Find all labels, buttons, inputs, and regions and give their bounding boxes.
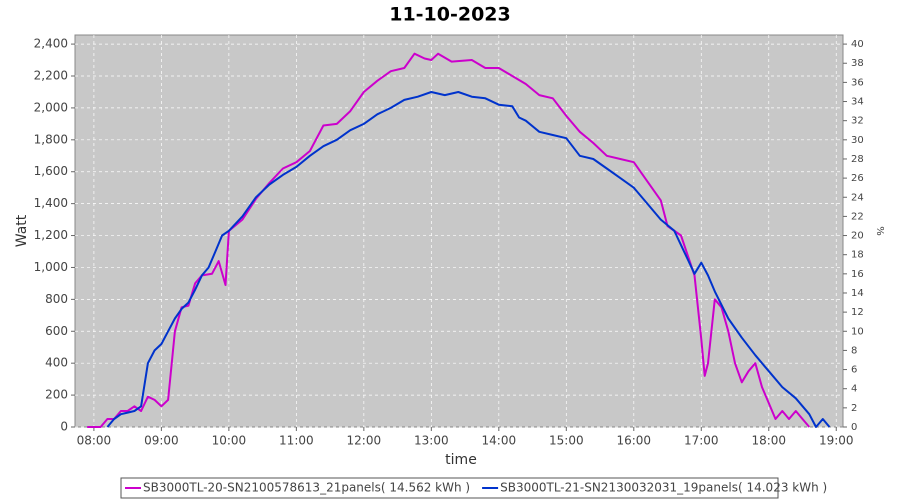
y-tick-label: 0 [60, 420, 68, 434]
y2-tick-label: 10 [851, 326, 864, 337]
legend-label: SB3000TL-20-SN2100578613_21panels( 14.56… [143, 481, 470, 495]
plot-area [74, 34, 844, 428]
x-tick-label: 14:00 [482, 434, 517, 448]
y2-tick-label: 2 [851, 403, 857, 414]
y2-tick-label: 28 [851, 154, 864, 165]
y2-tick-label: 22 [851, 211, 864, 222]
legend-box [120, 477, 779, 499]
y2-tick-label: 18 [851, 250, 864, 261]
series-line [106, 91, 831, 428]
y2-tick-label: 30 [851, 135, 864, 146]
y-tick-label: 1,000 [34, 260, 68, 274]
y2-tick-label: 36 [851, 77, 864, 88]
y-tick-label: 400 [45, 356, 68, 370]
y-tick-label: 600 [45, 324, 68, 338]
y-tick-label: 200 [45, 388, 68, 402]
x-tick-label: 08:00 [77, 434, 112, 448]
y2-tick-label: 40 [851, 39, 864, 50]
x-tick-label: 17:00 [684, 434, 719, 448]
y2-tick-label: 0 [851, 422, 857, 433]
y-tick-label: 2,000 [34, 100, 68, 114]
x-tick-label: 19:00 [819, 434, 854, 448]
y-tick-label: 2,200 [34, 69, 68, 83]
y-tick-label: 800 [45, 292, 68, 306]
y2-tick-label: 6 [851, 365, 857, 376]
y-axis-label: Watt [14, 214, 30, 247]
y2-tick-label: 34 [851, 97, 864, 108]
x-tick-label: 11:00 [279, 434, 314, 448]
x-tick-label: 16:00 [616, 434, 651, 448]
y2-tick-label: 26 [851, 173, 864, 184]
y2-tick-label: 20 [851, 231, 864, 242]
y2-axis-label: % [874, 226, 885, 236]
x-tick-label: 10:00 [212, 434, 247, 448]
x-tick-label: 15:00 [549, 434, 584, 448]
y-tick-label: 1,400 [34, 196, 68, 210]
chart-title: 11-10-2023 [389, 4, 511, 26]
y-tick-label: 1,800 [34, 132, 68, 146]
x-tick-label: 13:00 [414, 434, 449, 448]
x-axis-label: time [445, 452, 477, 468]
legend-label: SB3000TL-21-SN2130032031_19panels( 14.02… [500, 481, 827, 495]
y2-tick-label: 38 [851, 58, 864, 69]
y2-tick-label: 14 [851, 288, 864, 299]
y2-tick-label: 12 [851, 307, 864, 318]
y-tick-label: 2,400 [34, 37, 68, 51]
y-tick-label: 1,200 [34, 228, 68, 242]
y2-tick-label: 24 [851, 192, 864, 203]
y-tick-label: 1,600 [34, 164, 68, 178]
series-line [87, 52, 811, 428]
y2-tick-label: 4 [851, 384, 857, 395]
y2-tick-label: 32 [851, 116, 864, 127]
x-tick-label: 09:00 [144, 434, 179, 448]
x-tick-label: 12:00 [347, 434, 382, 448]
y2-tick-label: 16 [851, 269, 864, 280]
y2-tick-label: 8 [851, 345, 857, 356]
x-tick-label: 18:00 [751, 434, 786, 448]
